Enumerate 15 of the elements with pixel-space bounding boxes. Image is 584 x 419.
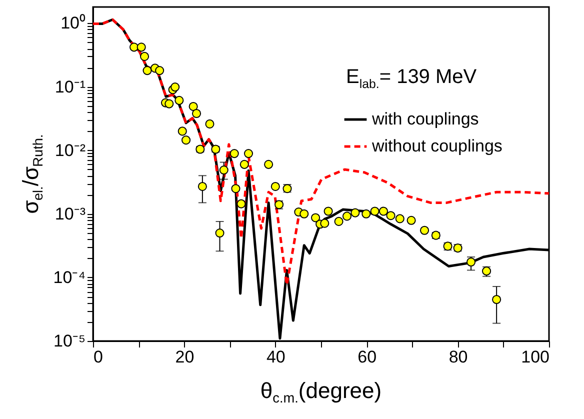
y-tick-label: 10⁻²	[54, 140, 86, 160]
x-tick-label: 60	[358, 348, 377, 366]
y-tick-label: 10⁻³	[54, 204, 86, 224]
y-tick-label: 10⁰	[60, 14, 86, 33]
x-tick-label: 40	[266, 348, 286, 366]
y-tick-label: 10⁻⁵	[54, 332, 86, 350]
legend-label: without couplings	[371, 136, 502, 156]
x-tick-label: 0	[94, 348, 103, 366]
legend-label: with couplings	[371, 110, 479, 128]
x-tick-label: 20	[175, 348, 194, 366]
y-tick-label: 10⁻⁴	[53, 268, 86, 287]
y-tick-label: 10⁻¹	[54, 77, 86, 96]
x-tick-label: 80	[448, 348, 468, 366]
y-axis-title: σel./σRuth.	[18, 134, 46, 214]
x-tick-label: 100	[521, 348, 550, 366]
